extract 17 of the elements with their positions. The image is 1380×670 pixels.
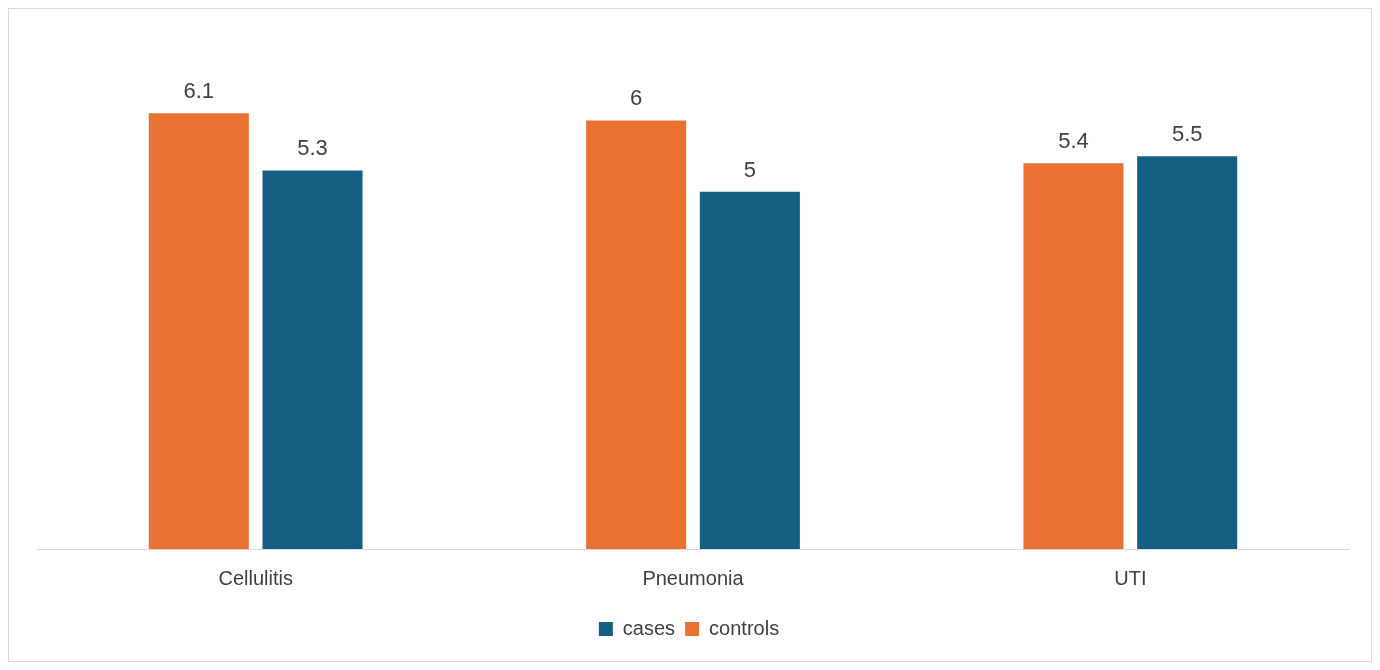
data-label: 6	[630, 85, 643, 111]
bar	[586, 120, 687, 549]
legend-label: controls	[709, 616, 780, 639]
x-tick-label: Cellulitis	[218, 566, 293, 589]
x-tick-label: Pneumonia	[642, 566, 745, 589]
bar	[1023, 163, 1124, 549]
bar	[148, 113, 249, 549]
bar	[1137, 156, 1238, 549]
x-tick-label: UTI	[1114, 566, 1147, 589]
legend-label: cases	[622, 616, 676, 639]
data-label: 6.1	[183, 78, 215, 104]
data-label: 5.3	[297, 135, 328, 161]
data-label: 5	[743, 156, 756, 182]
bar	[262, 170, 363, 549]
data-label: 5.5	[1171, 121, 1203, 147]
data-label: 5.4	[1058, 128, 1089, 154]
bar	[699, 191, 800, 549]
